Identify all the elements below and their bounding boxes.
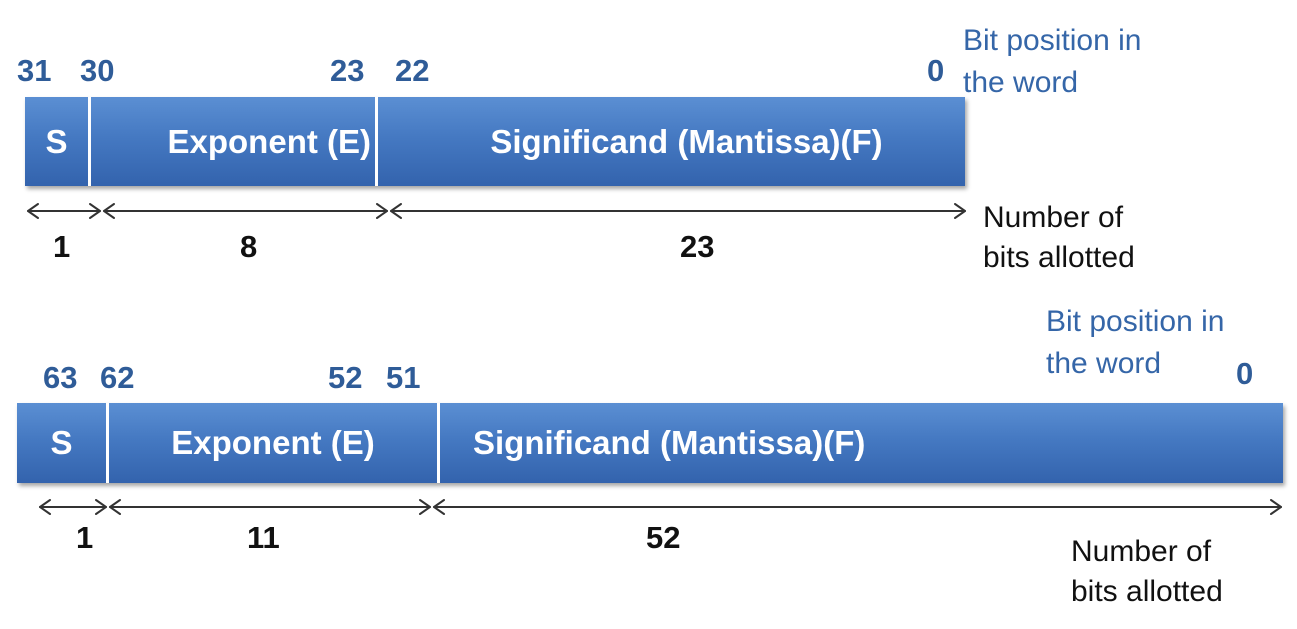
- significand-width-arrow: [433, 499, 1282, 515]
- bits-allotted-note-line1: Number of: [1071, 535, 1212, 568]
- exponent-field: Exponent (E): [109, 403, 437, 483]
- bit-position-51: 51: [386, 360, 421, 395]
- bit-position-52: 52: [328, 360, 363, 395]
- bit-position-0: 0: [1236, 356, 1254, 391]
- field-divider: [375, 97, 378, 186]
- exponent-width-arrow: [103, 203, 388, 219]
- exponent-bit-count: 11: [247, 520, 280, 555]
- sign-bit-count: 1: [76, 520, 94, 555]
- bit-position-note: Bit position in the word: [963, 20, 1141, 104]
- significand-width-arrow: [390, 203, 966, 219]
- single-word-bar: S Exponent (E) Significand (Mantissa)(F): [25, 97, 965, 186]
- bit-position-22: 22: [395, 53, 430, 88]
- bit-position-63: 63: [43, 360, 78, 395]
- significand-field-label: Significand (Mantissa)(F): [490, 122, 883, 160]
- significand-field: Significand (Mantissa)(F): [440, 403, 1283, 483]
- bits-allotted-note: Number of bits allotted: [1071, 532, 1223, 612]
- bits-allotted-note-line2: bits allotted: [983, 241, 1135, 274]
- bit-position-23: 23: [330, 53, 365, 88]
- exponent-field: Exponent (E): [91, 97, 375, 186]
- bit-position-note-line1: Bit position in: [1046, 305, 1225, 338]
- bit-position-note-line2: the word: [1046, 347, 1162, 380]
- significand-field-label: Significand (Mantissa)(F): [473, 424, 866, 461]
- bit-position-note-line2: the word: [963, 66, 1079, 99]
- sign-field: S: [17, 403, 106, 483]
- sign-field: S: [25, 97, 88, 186]
- field-divider: [437, 403, 440, 483]
- bit-position-0: 0: [927, 53, 945, 88]
- exponent-field-label: Exponent (E): [171, 424, 375, 461]
- exponent-width-arrow: [109, 499, 431, 515]
- exponent-field-label: Exponent (E): [167, 122, 372, 160]
- exponent-bit-count: 8: [240, 229, 258, 264]
- bit-position-31: 31: [17, 53, 52, 88]
- double-word-bar: S Exponent (E) Significand (Mantissa)(F): [17, 403, 1283, 483]
- significand-bit-count: 52: [646, 520, 681, 555]
- sign-field-label: S: [45, 122, 68, 160]
- bit-position-note: Bit position in the word: [1046, 301, 1224, 385]
- sign-width-arrow: [27, 203, 101, 219]
- significand-field: Significand (Mantissa)(F): [378, 97, 965, 186]
- field-divider: [106, 403, 109, 483]
- bits-allotted-note-line2: bits allotted: [1071, 575, 1223, 608]
- sign-width-arrow: [39, 499, 107, 515]
- bits-allotted-note-line1: Number of: [983, 201, 1124, 234]
- bit-position-62: 62: [100, 360, 135, 395]
- sign-field-label: S: [50, 424, 73, 461]
- significand-bit-count: 23: [680, 229, 715, 264]
- bits-allotted-note: Number of bits allotted: [983, 198, 1135, 278]
- field-divider: [88, 97, 91, 186]
- bit-position-note-line1: Bit position in: [963, 24, 1142, 57]
- bit-position-30: 30: [80, 53, 115, 88]
- sign-bit-count: 1: [53, 229, 71, 264]
